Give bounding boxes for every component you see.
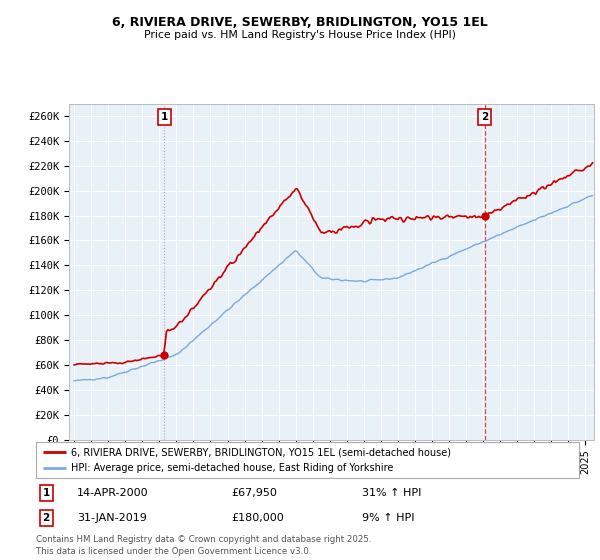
Text: £180,000: £180,000	[232, 513, 284, 523]
Text: 1: 1	[161, 112, 168, 122]
Text: Contains HM Land Registry data © Crown copyright and database right 2025.
This d: Contains HM Land Registry data © Crown c…	[36, 535, 371, 556]
Text: 2: 2	[481, 112, 488, 122]
Text: 6, RIVIERA DRIVE, SEWERBY, BRIDLINGTON, YO15 1EL (semi-detached house): 6, RIVIERA DRIVE, SEWERBY, BRIDLINGTON, …	[71, 447, 451, 458]
Text: 31-JAN-2019: 31-JAN-2019	[77, 513, 146, 523]
Text: 6, RIVIERA DRIVE, SEWERBY, BRIDLINGTON, YO15 1EL: 6, RIVIERA DRIVE, SEWERBY, BRIDLINGTON, …	[112, 16, 488, 29]
Text: £67,950: £67,950	[232, 488, 277, 498]
Text: 1: 1	[43, 488, 50, 498]
Text: 14-APR-2000: 14-APR-2000	[77, 488, 148, 498]
Text: 9% ↑ HPI: 9% ↑ HPI	[362, 513, 415, 523]
Text: HPI: Average price, semi-detached house, East Riding of Yorkshire: HPI: Average price, semi-detached house,…	[71, 463, 394, 473]
Text: 31% ↑ HPI: 31% ↑ HPI	[362, 488, 421, 498]
Text: 2: 2	[43, 513, 50, 523]
Text: Price paid vs. HM Land Registry's House Price Index (HPI): Price paid vs. HM Land Registry's House …	[144, 30, 456, 40]
